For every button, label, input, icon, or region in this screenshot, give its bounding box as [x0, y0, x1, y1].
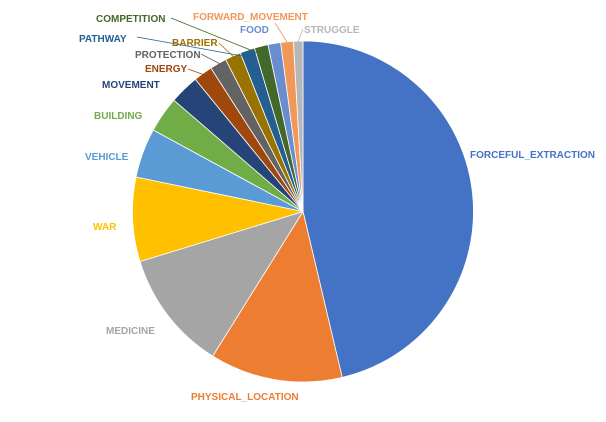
slice-label-barrier: BARRIER: [172, 38, 218, 49]
slice-label-competition: COMPETITION: [96, 14, 165, 25]
slice-label-energy: ENERGY: [145, 64, 188, 75]
label-leader-lines: [136, 17, 304, 78]
slice-label-medicine: MEDICINE: [106, 326, 155, 337]
slice-label-protection: PROTECTION: [135, 50, 201, 61]
leader-line-barrier: [218, 42, 238, 61]
pie-labels: FORCEFUL_EXTRACTION PHYSICAL_LOCATION MEDI…: [79, 12, 595, 403]
leader-line-protection: [200, 53, 225, 67]
slice-label-physical-location: PHYSICAL_LOCATION: [191, 392, 299, 403]
slice-label-war: WAR: [93, 222, 117, 233]
slice-label-pathway: PATHWAY: [79, 34, 127, 45]
pie-slice-forceful-extraction: [302, 40, 474, 378]
pie-wedges: [132, 40, 474, 383]
pie-slice-physical-location: [212, 210, 343, 383]
pie-slice-medicine: [139, 210, 304, 357]
leader-line-struggle: [297, 28, 304, 43]
slice-label-forward-movement: FORWARD_MOVEMENT: [193, 12, 308, 23]
slice-label-food: FOOD: [240, 25, 269, 36]
slice-label-vehicle: VEHICLE: [85, 152, 129, 163]
slice-label-struggle: STRUGGLE: [304, 25, 360, 36]
slice-label-forceful-extraction: FORCEFUL_EXTRACTION: [470, 150, 595, 161]
leader-line-competition: [170, 17, 259, 54]
slice-label-building: BUILDING: [94, 111, 143, 122]
leader-line-pathway: [136, 36, 249, 58]
leader-line-energy: [187, 68, 211, 78]
leader-line-forward-movement: [274, 22, 288, 43]
slice-label-movement: MOVEMENT: [102, 80, 160, 91]
